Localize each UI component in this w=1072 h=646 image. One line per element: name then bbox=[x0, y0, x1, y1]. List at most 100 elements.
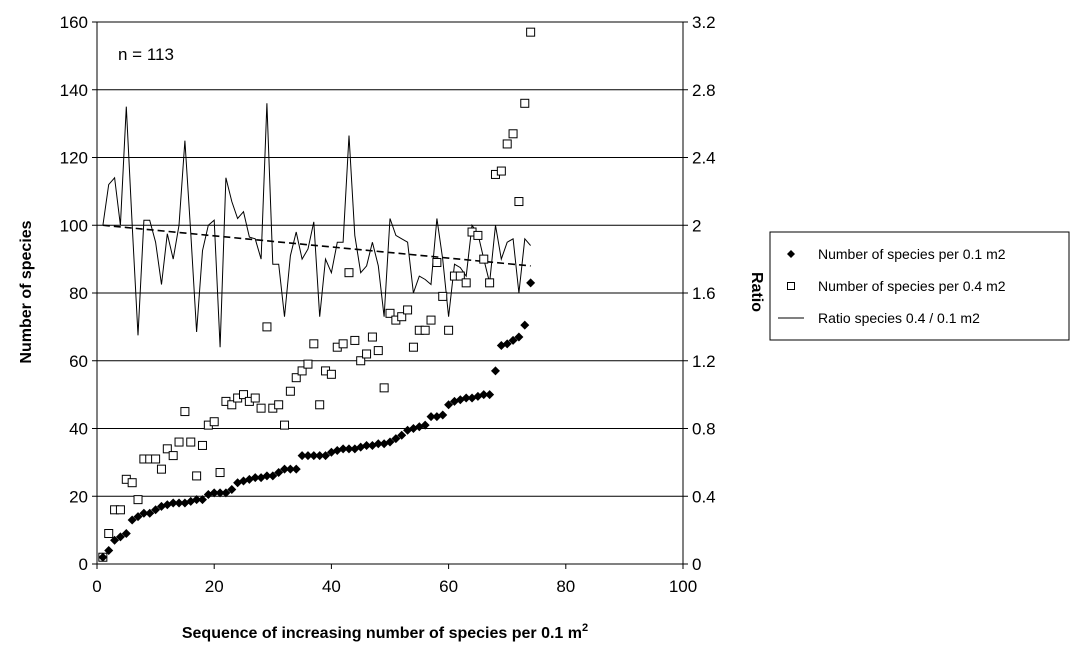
series-per-0-1-m2 bbox=[98, 278, 536, 562]
ratio-trendline bbox=[102, 224, 531, 267]
point-0-1-m2 bbox=[280, 464, 290, 474]
point-0-1-m2 bbox=[145, 508, 155, 518]
point-0-1-m2 bbox=[461, 393, 471, 403]
point-0-4-m2 bbox=[186, 437, 196, 447]
point-0-4-m2 bbox=[438, 291, 448, 301]
point-0-4-m2 bbox=[373, 346, 383, 356]
legend-marker-diamond bbox=[787, 250, 795, 258]
point-0-4-m2 bbox=[432, 258, 442, 268]
legend-label: Ratio species 0.4 / 0.1 m2 bbox=[818, 310, 980, 326]
point-0-4-m2 bbox=[403, 305, 413, 315]
point-0-4-m2 bbox=[309, 339, 319, 349]
point-0-1-m2 bbox=[303, 451, 313, 461]
sample-size-annotation: n = 113 bbox=[118, 45, 174, 64]
point-0-4-m2 bbox=[420, 325, 430, 335]
x-axis-title-superscript: 2 bbox=[582, 622, 588, 634]
ratio-line bbox=[102, 103, 531, 348]
point-0-1-m2 bbox=[315, 451, 325, 461]
point-0-1-m2 bbox=[215, 488, 225, 498]
point-0-4-m2 bbox=[367, 332, 377, 342]
y-axis-title: Number of species bbox=[18, 220, 35, 363]
point-0-4-m2 bbox=[315, 400, 325, 410]
y-tick-label: 160 bbox=[60, 13, 88, 32]
point-0-4-m2 bbox=[385, 308, 395, 318]
y-tick-label: 120 bbox=[60, 149, 88, 168]
point-0-1-m2 bbox=[485, 390, 495, 400]
point-0-1-m2 bbox=[139, 508, 149, 518]
point-0-1-m2 bbox=[420, 420, 430, 430]
point-0-4-m2 bbox=[256, 403, 266, 413]
point-0-4-m2 bbox=[485, 278, 495, 288]
y2-tick-label: 3.2 bbox=[692, 13, 716, 32]
point-0-4-m2 bbox=[227, 400, 237, 410]
y2-tick-label: 1.6 bbox=[692, 284, 716, 303]
x-tick-label: 60 bbox=[439, 577, 458, 596]
x-tick-label: 40 bbox=[322, 577, 341, 596]
point-0-4-m2 bbox=[133, 495, 143, 505]
point-0-1-m2 bbox=[197, 495, 207, 505]
gridlines bbox=[97, 21, 683, 497]
point-0-1-m2 bbox=[121, 529, 131, 539]
trendline bbox=[102, 224, 531, 267]
point-0-1-m2 bbox=[362, 440, 372, 450]
point-0-1-m2 bbox=[115, 532, 125, 542]
point-0-1-m2 bbox=[520, 320, 530, 330]
point-0-1-m2 bbox=[426, 412, 436, 422]
point-0-4-m2 bbox=[250, 393, 260, 403]
y2-tick-label: 1.2 bbox=[692, 352, 716, 371]
point-0-4-m2 bbox=[526, 27, 536, 37]
point-0-1-m2 bbox=[502, 339, 512, 349]
y-tick-label: 20 bbox=[69, 487, 88, 506]
y-tick-label: 0 bbox=[79, 555, 88, 574]
legend-box bbox=[769, 231, 1070, 341]
point-0-1-m2 bbox=[209, 488, 219, 498]
point-0-4-m2 bbox=[215, 468, 225, 478]
x-tick-label: 20 bbox=[205, 577, 224, 596]
point-0-4-m2 bbox=[168, 451, 178, 461]
axis-ticks: 0 20 40 60 80 100 120 140 160 0 0.4 0.8 1.2 1.6 2 2.4 2.… bbox=[60, 13, 716, 596]
point-0-4-m2 bbox=[461, 278, 471, 288]
x-tick-label: 80 bbox=[556, 577, 575, 596]
point-0-1-m2 bbox=[127, 515, 137, 525]
point-0-1-m2 bbox=[344, 444, 354, 454]
point-0-4-m2 bbox=[508, 129, 518, 139]
point-0-4-m2 bbox=[209, 417, 219, 427]
point-0-1-m2 bbox=[385, 437, 395, 447]
point-0-1-m2 bbox=[285, 464, 295, 474]
point-0-1-m2 bbox=[250, 473, 260, 483]
point-0-1-m2 bbox=[479, 390, 489, 400]
point-0-1-m2 bbox=[98, 552, 108, 562]
point-0-1-m2 bbox=[221, 488, 231, 498]
y2-tick-label: 0.8 bbox=[692, 420, 716, 439]
point-0-4-m2 bbox=[514, 197, 524, 207]
point-0-1-m2 bbox=[262, 471, 272, 481]
point-0-1-m2 bbox=[338, 444, 348, 454]
x-tick-label: 0 bbox=[92, 577, 101, 596]
point-0-4-m2 bbox=[356, 356, 366, 366]
point-0-4-m2 bbox=[174, 437, 184, 447]
point-0-4-m2 bbox=[297, 366, 307, 376]
point-0-4-m2 bbox=[104, 529, 114, 539]
point-0-4-m2 bbox=[426, 315, 436, 325]
point-0-1-m2 bbox=[508, 335, 518, 345]
point-0-1-m2 bbox=[309, 451, 319, 461]
point-0-4-m2 bbox=[362, 349, 372, 359]
point-0-1-m2 bbox=[397, 430, 407, 440]
point-0-4-m2 bbox=[303, 359, 313, 369]
point-0-4-m2 bbox=[285, 386, 295, 396]
point-0-4-m2 bbox=[274, 400, 284, 410]
y2-tick-label: 0 bbox=[692, 555, 701, 574]
point-0-1-m2 bbox=[268, 471, 278, 481]
point-0-4-m2 bbox=[379, 383, 389, 393]
y2-tick-label: 0.4 bbox=[692, 487, 716, 506]
point-0-4-m2 bbox=[127, 478, 137, 488]
point-0-4-m2 bbox=[291, 373, 301, 383]
x-axis-title-main: Sequence of increasing number of species… bbox=[182, 625, 582, 642]
legend-label: Number of species per 0.1 m2 bbox=[818, 246, 1006, 262]
y2-tick-label: 2.4 bbox=[692, 149, 716, 168]
point-0-1-m2 bbox=[490, 366, 500, 376]
point-0-4-m2 bbox=[397, 312, 407, 322]
point-0-4-m2 bbox=[444, 325, 454, 335]
point-0-1-m2 bbox=[438, 410, 448, 420]
